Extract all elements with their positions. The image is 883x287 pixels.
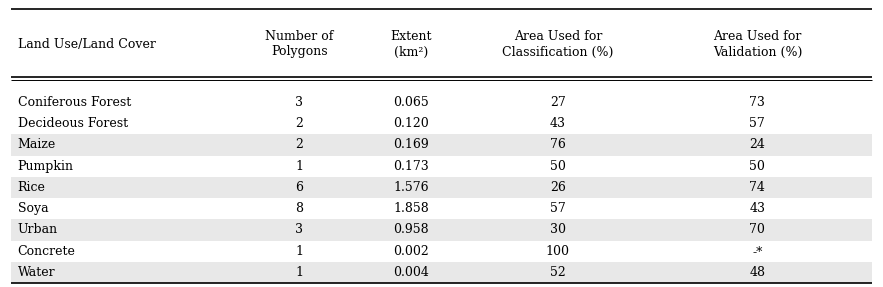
Bar (11, 219, 872, 241)
Text: Number of
Polygons: Number of Polygons (265, 30, 334, 59)
Text: 74: 74 (750, 181, 766, 194)
Bar (11, 198, 872, 219)
Text: 70: 70 (750, 223, 766, 236)
Text: 30: 30 (550, 223, 566, 236)
Bar (11, 262, 872, 283)
Text: Water: Water (18, 266, 56, 279)
Text: 50: 50 (750, 160, 766, 173)
Text: 50: 50 (550, 160, 566, 173)
Bar (11, 92, 872, 113)
Text: 57: 57 (750, 117, 766, 130)
Bar (11, 156, 872, 177)
Text: 0.002: 0.002 (394, 245, 429, 258)
Text: -*: -* (752, 245, 763, 258)
Text: Extent
(km²): Extent (km²) (390, 30, 432, 59)
Text: Maize: Maize (18, 138, 56, 152)
Text: Urban: Urban (18, 223, 57, 236)
Text: Decideous Forest: Decideous Forest (18, 117, 128, 130)
Text: 76: 76 (550, 138, 566, 152)
Text: Concrete: Concrete (18, 245, 76, 258)
Text: 73: 73 (750, 96, 766, 109)
Text: 2: 2 (296, 138, 303, 152)
Bar (11, 177, 872, 198)
Text: 1: 1 (295, 245, 303, 258)
Text: 8: 8 (295, 202, 303, 215)
Text: 1: 1 (295, 160, 303, 173)
Text: Coniferous Forest: Coniferous Forest (18, 96, 131, 109)
Text: Pumpkin: Pumpkin (18, 160, 73, 173)
Text: 1.858: 1.858 (394, 202, 429, 215)
Text: 1: 1 (295, 266, 303, 279)
Text: 57: 57 (550, 202, 566, 215)
Text: 3: 3 (295, 223, 303, 236)
Bar (11, 241, 872, 262)
Bar (11, 134, 872, 156)
Text: 1.576: 1.576 (394, 181, 429, 194)
Text: 43: 43 (750, 202, 766, 215)
Text: 0.173: 0.173 (394, 160, 429, 173)
Text: 0.958: 0.958 (394, 223, 429, 236)
Text: 0.169: 0.169 (394, 138, 429, 152)
Text: Land Use/Land Cover: Land Use/Land Cover (18, 38, 155, 51)
Text: 0.120: 0.120 (394, 117, 429, 130)
Text: 0.065: 0.065 (394, 96, 429, 109)
Text: 0.004: 0.004 (394, 266, 429, 279)
Text: 6: 6 (295, 181, 303, 194)
Text: 27: 27 (550, 96, 566, 109)
Text: 48: 48 (750, 266, 766, 279)
Text: 52: 52 (550, 266, 566, 279)
Text: 26: 26 (550, 181, 566, 194)
Text: 100: 100 (546, 245, 570, 258)
Text: Soya: Soya (18, 202, 49, 215)
Bar (11, 113, 872, 134)
Text: Area Used for
Validation (%): Area Used for Validation (%) (713, 30, 802, 59)
Text: 2: 2 (296, 117, 303, 130)
Text: 43: 43 (550, 117, 566, 130)
Text: Area Used for
Classification (%): Area Used for Classification (%) (502, 30, 614, 59)
Text: 24: 24 (750, 138, 766, 152)
Text: 3: 3 (295, 96, 303, 109)
Text: Rice: Rice (18, 181, 46, 194)
